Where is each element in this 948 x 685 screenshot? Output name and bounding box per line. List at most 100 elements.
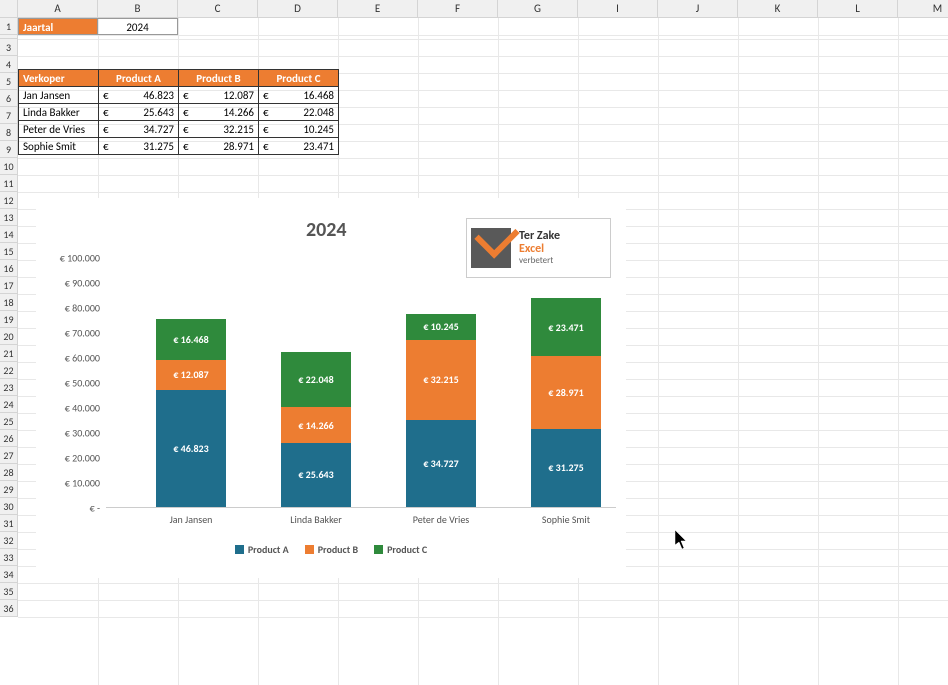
cell-val[interactable]: 16.468 [271,87,339,104]
cell-cur[interactable]: € [259,104,271,121]
row-header-8[interactable]: 8 [0,124,18,141]
row-header-34[interactable]: 34 [0,566,18,583]
col-header-G[interactable]: G [498,0,578,18]
row-header-30[interactable]: 30 [0,498,18,515]
row-header-13[interactable]: 13 [0,209,18,226]
col-header-K[interactable]: K [738,0,818,18]
col-header-B[interactable]: B [98,0,178,18]
row-header-22[interactable]: 22 [0,362,18,379]
row-header-20[interactable]: 20 [0,328,18,345]
jaartal-value[interactable]: 2024 [98,18,178,35]
cell-cur[interactable]: € [99,104,111,121]
row-header-27[interactable]: 27 [0,447,18,464]
cell-val[interactable]: 28.971 [191,138,259,155]
row-header-21[interactable]: 21 [0,345,18,362]
table-header-row: Verkoper Product A Product B Product C [19,70,339,87]
select-all-corner[interactable] [0,0,18,18]
row-header-17[interactable]: 17 [0,277,18,294]
cell-cur[interactable]: € [179,87,191,104]
y-tick: € 100.000 [60,252,100,265]
y-tick: € 10.000 [65,477,100,490]
header-product-a[interactable]: Product A [99,70,179,87]
col-header-J[interactable]: J [658,0,738,18]
row-header-4[interactable]: 4 [0,56,18,73]
row-header-12[interactable]: 12 [0,192,18,209]
cell-name[interactable]: Jan Jansen [19,87,99,104]
chart[interactable]: 2024 Ter Zake Excel verbetert € -€ 10.00… [36,198,626,578]
cell-val[interactable]: 22.048 [271,104,339,121]
cell-val[interactable]: 34.727 [111,121,179,138]
cell-name[interactable]: Linda Bakker [19,104,99,121]
table-row[interactable]: Sophie Smit€31.275€28.971€23.471 [19,138,339,155]
cell-cur[interactable]: € [179,121,191,138]
row-header-5[interactable]: 5 [0,73,18,90]
cell-cur[interactable]: € [99,121,111,138]
cell-name[interactable]: Sophie Smit [19,138,99,155]
cell-cur[interactable]: € [99,87,111,104]
row-header-15[interactable]: 15 [0,243,18,260]
cell-name[interactable]: Peter de Vries [19,121,99,138]
cell-cur[interactable]: € [259,87,271,104]
row-header-28[interactable]: 28 [0,464,18,481]
cell-val[interactable]: 23.471 [271,138,339,155]
row-header-18[interactable]: 18 [0,294,18,311]
chart-title: 2024 [306,218,347,242]
legend: Product AProduct BProduct C [36,543,626,557]
table-row[interactable]: Jan Jansen€46.823€12.087€16.468 [19,87,339,104]
row-header-29[interactable]: 29 [0,481,18,498]
x-axis: Jan JansenLinda BakkerPeter de VriesSoph… [106,513,616,533]
row-header-24[interactable]: 24 [0,396,18,413]
cell-val[interactable]: 14.266 [191,104,259,121]
col-header-M[interactable]: M [898,0,948,18]
cell-cur[interactable]: € [259,138,271,155]
row-header-10[interactable]: 10 [0,158,18,175]
cell-val[interactable]: 31.275 [111,138,179,155]
col-header-F[interactable]: F [418,0,498,18]
cell-cur[interactable]: € [259,121,271,138]
col-header-C[interactable]: C [178,0,258,18]
col-header-D[interactable]: D [258,0,338,18]
cell-cur[interactable]: € [179,104,191,121]
col-header-E[interactable]: E [338,0,418,18]
row-header-31[interactable]: 31 [0,515,18,532]
row-header-23[interactable]: 23 [0,379,18,396]
row-header-19[interactable]: 19 [0,311,18,328]
row-header-14[interactable]: 14 [0,226,18,243]
header-product-c[interactable]: Product C [259,70,339,87]
col-header-I[interactable]: I [578,0,658,18]
row-header-26[interactable]: 26 [0,430,18,447]
header-product-b[interactable]: Product B [179,70,259,87]
row-header-7[interactable]: 7 [0,107,18,124]
bar-segment: € 16.468 [156,319,226,360]
row-header-9[interactable]: 9 [0,141,18,158]
header-verkoper[interactable]: Verkoper [19,70,99,87]
row-header-6[interactable]: 6 [0,90,18,107]
cell-val[interactable]: 25.643 [111,104,179,121]
col-header-A[interactable]: A [18,0,98,18]
row-header-16[interactable]: 16 [0,260,18,277]
row-header-35[interactable]: 35 [0,583,18,600]
row-header-25[interactable]: 25 [0,413,18,430]
y-tick: € 60.000 [65,352,100,365]
cell-val[interactable]: 12.087 [191,87,259,104]
sales-table[interactable]: Verkoper Product A Product B Product C J… [18,69,339,155]
cell-cur[interactable]: € [99,138,111,155]
cell-cur[interactable]: € [179,138,191,155]
col-header-L[interactable]: L [818,0,898,18]
bar-segment: € 22.048 [281,352,351,407]
row-header-36[interactable]: 36 [0,600,18,617]
table-row[interactable]: Linda Bakker€25.643€14.266€22.048 [19,104,339,121]
cell-val[interactable]: 10.245 [271,121,339,138]
worksheet[interactable]: Jaartal 2024 Verkoper Product A Product … [18,18,339,155]
row-header-3[interactable]: 3 [0,39,18,56]
row-header-32[interactable]: 32 [0,532,18,549]
row-header-1[interactable]: 1 [0,18,18,35]
table-row[interactable]: Peter de Vries€34.727€32.215€10.245 [19,121,339,138]
cell-val[interactable]: 32.215 [191,121,259,138]
row-header-33[interactable]: 33 [0,549,18,566]
row-header-11[interactable]: 11 [0,175,18,192]
y-tick: € 40.000 [65,402,100,415]
bar-segment: € 25.643 [281,443,351,507]
cell-val[interactable]: 46.823 [111,87,179,104]
jaartal-label[interactable]: Jaartal [18,18,98,35]
